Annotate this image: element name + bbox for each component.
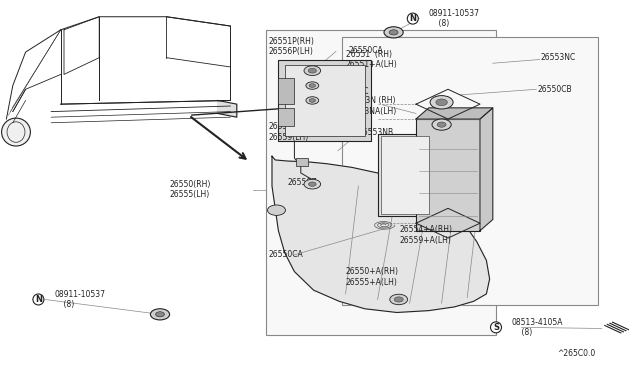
Bar [278,108,294,126]
Circle shape [436,99,447,106]
Text: 26554+A(RH)
26559+A(LH): 26554+A(RH) 26559+A(LH) [400,225,453,245]
Circle shape [394,297,403,302]
Circle shape [309,84,316,87]
Circle shape [389,30,398,35]
Bar [266,30,496,335]
Circle shape [390,294,408,305]
Text: S: S [493,323,499,332]
Text: 26553N (RH)
26553NA(LH): 26553N (RH) 26553NA(LH) [346,96,397,116]
Circle shape [156,312,164,317]
Bar [296,158,308,166]
Bar [381,136,429,214]
Circle shape [268,205,285,215]
Bar [416,119,480,231]
Text: N: N [410,14,416,23]
Text: 26553NB: 26553NB [358,128,394,137]
Text: 26554(RH)
26559(LH): 26554(RH) 26559(LH) [269,122,310,142]
Circle shape [304,179,321,189]
Text: 26550CA: 26550CA [349,46,383,55]
Circle shape [437,122,446,127]
Text: 26551P(RH)
26556P(LH): 26551P(RH) 26556P(LH) [269,37,315,56]
Text: 26550(RH)
26555(LH): 26550(RH) 26555(LH) [170,180,211,199]
Ellipse shape [2,118,31,146]
Bar [278,60,371,141]
Polygon shape [416,108,493,119]
Circle shape [309,99,316,102]
Circle shape [308,68,317,73]
Bar [278,78,294,104]
Text: 26553NC: 26553NC [541,53,576,62]
Circle shape [432,119,451,130]
Text: 08513-4105A
    (8): 08513-4105A (8) [512,318,563,337]
Text: 26550Z: 26550Z [288,178,317,187]
Polygon shape [480,108,493,231]
Polygon shape [218,100,237,117]
Circle shape [430,96,453,109]
Text: N: N [35,295,42,304]
Circle shape [150,309,170,320]
Text: ^265C0.0: ^265C0.0 [557,349,595,358]
Polygon shape [272,156,490,312]
Bar [378,134,432,216]
Bar [342,37,598,305]
Circle shape [308,182,316,186]
Text: 08911-10537
    (8): 08911-10537 (8) [429,9,480,28]
Circle shape [304,66,321,76]
Text: 26551  (RH)
26551+A(LH): 26551 (RH) 26551+A(LH) [346,50,397,69]
Circle shape [306,82,319,89]
Text: 08911-10537
    (8): 08911-10537 (8) [54,290,106,309]
Circle shape [384,27,403,38]
Bar [285,65,365,136]
Text: 26550C: 26550C [339,87,369,96]
Text: 26550+A(RH)
26555+A(LH): 26550+A(RH) 26555+A(LH) [346,267,399,287]
Text: 26550CB: 26550CB [538,85,572,94]
Circle shape [306,97,319,104]
Text: 26550CA: 26550CA [269,250,303,259]
